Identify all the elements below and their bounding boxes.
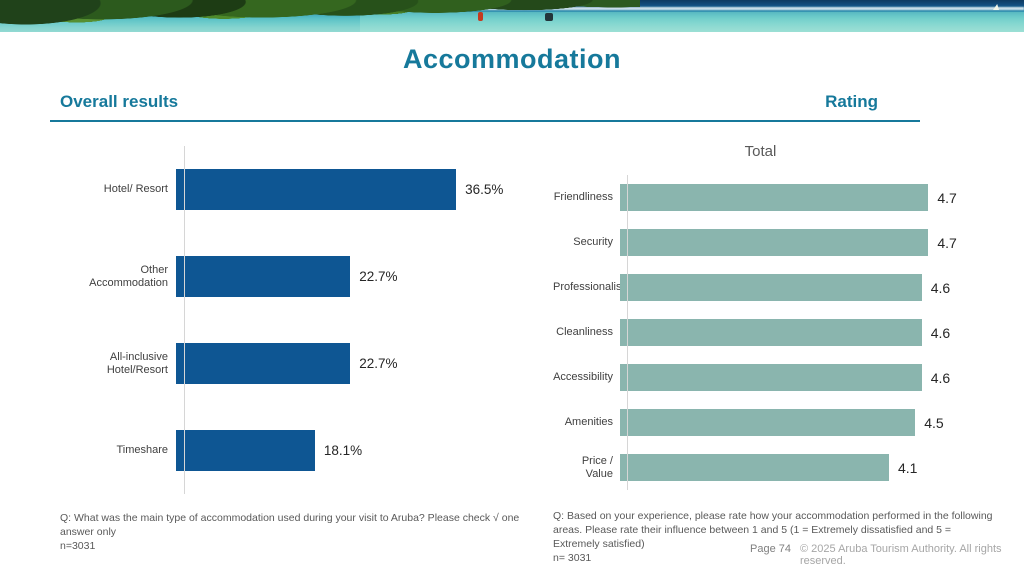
- bar-track: 4.1: [620, 454, 917, 481]
- bar-track: 22.7%: [176, 343, 398, 384]
- bar-track: 4.5: [620, 409, 944, 436]
- left-chart-axis-line: [184, 146, 185, 494]
- bar-row: All-inclusive Hotel/Resort 22.7%: [60, 320, 530, 407]
- bar: [176, 169, 457, 210]
- bar: [620, 454, 889, 481]
- bar-row: Hotel/ Resort 36.5%: [60, 146, 530, 233]
- right-sample-size: n= 3031: [553, 552, 592, 564]
- left-sample-size: n=3031: [60, 540, 96, 552]
- right-chart-axis-line: [627, 175, 628, 490]
- left-question-text: Q: What was the main type of accommodati…: [60, 512, 520, 538]
- bar-track: 4.7: [620, 184, 957, 211]
- category-label: Security: [573, 236, 613, 248]
- bar-row: Accessibility 4.6: [553, 355, 1013, 400]
- category-label: Price / Value: [581, 454, 613, 480]
- value-label: 4.6: [930, 369, 951, 386]
- category-label: Professionalism: [553, 281, 631, 293]
- bar-track: 18.1%: [176, 430, 362, 471]
- bar: [176, 343, 351, 384]
- bar-track: 36.5%: [176, 169, 503, 210]
- bar-row: Security 4.7: [553, 220, 1013, 265]
- dark-buoy-detail: [545, 13, 553, 21]
- bar-row: Price / Value 4.1: [553, 445, 1013, 490]
- section-header-rating: Rating: [825, 92, 878, 111]
- bar: [620, 274, 922, 301]
- value-label: 36.5%: [465, 182, 504, 197]
- bar: [620, 364, 922, 391]
- bar-row: Professionalism 4.6: [553, 265, 1013, 310]
- value-label: 22.7%: [359, 269, 398, 284]
- bar-track: 4.6: [620, 319, 950, 346]
- header-divider-rule: [50, 120, 920, 122]
- bar-track: 4.6: [620, 274, 950, 301]
- category-label: Accessibility: [553, 371, 613, 383]
- bar-row: Timeshare 18.1%: [60, 407, 530, 494]
- bar: [620, 409, 916, 436]
- bar: [176, 256, 351, 297]
- page-title: Accommodation: [402, 44, 622, 74]
- category-label: Cleanliness: [556, 326, 613, 338]
- category-label: Friendliness: [553, 191, 613, 203]
- copyright-notice: © 2025 Aruba Tourism Authority. All righ…: [800, 543, 1002, 567]
- bar-row: Other Accommodation 22.7%: [60, 233, 530, 320]
- value-label: 4.6: [930, 324, 951, 341]
- category-label: Timeshare: [116, 444, 168, 456]
- left-chart-footnote: Q: What was the main type of accommodati…: [60, 511, 520, 553]
- value-label: 18.1%: [323, 443, 363, 458]
- value-label: 4.1: [897, 459, 918, 476]
- bar: [620, 184, 929, 211]
- value-label: 4.6: [930, 279, 951, 296]
- category-label: Other Accommodation: [89, 263, 168, 289]
- surf-foam-line: [300, 7, 1024, 10]
- mangrove-foliage: [0, 0, 640, 32]
- value-label: 4.5: [924, 414, 944, 431]
- header-photo-banner: [0, 0, 1024, 32]
- value-label: 4.7: [937, 234, 957, 251]
- accommodation-type-bar-chart: Hotel/ Resort 36.5% Other Accommodation 22.…: [60, 146, 530, 494]
- page-number: Page 74: [750, 543, 791, 555]
- bar-row: Friendliness 4.7: [553, 175, 1013, 220]
- bar-row: Amenities 4.5: [553, 400, 1013, 445]
- right-question-text: Q: Based on your experience, please rate…: [553, 510, 993, 550]
- bar: [620, 319, 922, 346]
- accommodation-rating-bar-chart: Friendliness 4.7 Security 4.7 Professionalis…: [553, 175, 1013, 490]
- right-chart-footnote: Q: Based on your experience, please rate…: [553, 509, 998, 565]
- category-label: Amenities: [564, 416, 613, 428]
- bar: [176, 430, 315, 471]
- bar-track: 4.6: [620, 364, 950, 391]
- bar: [620, 229, 929, 256]
- bar-row: Cleanliness 4.6: [553, 310, 1013, 355]
- section-header-overall-results: Overall results: [60, 92, 179, 111]
- value-label: 22.7%: [359, 356, 398, 371]
- category-label: All-inclusive Hotel/Resort: [106, 350, 168, 376]
- red-figure-detail: [478, 12, 483, 21]
- right-chart-title: Total: [744, 143, 777, 160]
- value-label: 4.7: [937, 189, 957, 206]
- bar-track: 22.7%: [176, 256, 398, 297]
- sailboat-detail: [993, 4, 999, 10]
- category-label: Hotel/ Resort: [103, 183, 168, 195]
- bar-track: 4.7: [620, 229, 957, 256]
